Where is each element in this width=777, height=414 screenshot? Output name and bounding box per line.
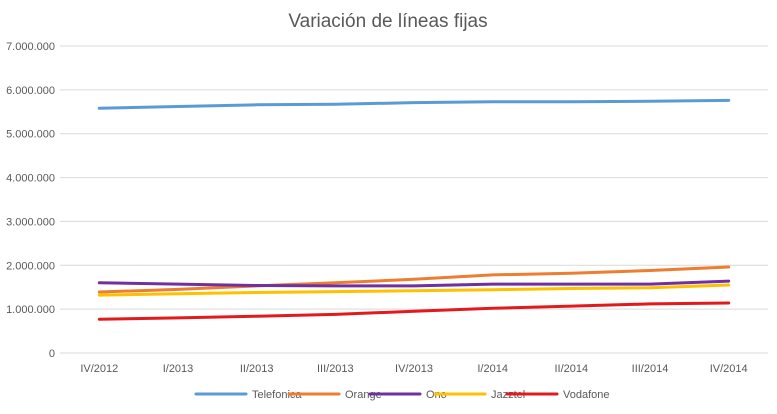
x-tick-label: II/2013 <box>240 363 274 375</box>
legend-item-orange: Orange <box>287 389 382 401</box>
series-line-ono <box>97 279 731 288</box>
chart-title: Variación de líneas fijas <box>288 11 487 32</box>
y-tick-label: 0 <box>49 348 55 360</box>
series-line-jazztel <box>97 283 731 297</box>
y-tick-label: 3.000.000 <box>6 216 55 228</box>
y-tick-label: 4.000.000 <box>6 173 55 185</box>
series-line-vodafone <box>97 301 731 321</box>
x-tick-label: III/2014 <box>632 363 669 375</box>
x-axis-tick-labels: IV/2012 I/2013 II/2013 III/2013 IV/2013 I/201… <box>80 363 747 375</box>
series-lines <box>97 98 731 321</box>
x-tick-label: IV/2013 <box>395 363 433 375</box>
y-tick-label: 5.000.000 <box>6 129 55 141</box>
legend-label: Vodafone <box>563 389 610 401</box>
x-tick-label: IV/2012 <box>80 363 118 375</box>
gridlines <box>60 45 768 354</box>
legend-item-vodafone: Vodafone <box>505 389 610 401</box>
x-tick-label: II/2014 <box>555 363 589 375</box>
y-tick-label: 6.000.000 <box>6 85 55 97</box>
x-tick-label: III/2013 <box>317 363 354 375</box>
legend: TelefonicaOrangeOnoJazztelVodafone <box>194 389 610 401</box>
y-tick-label: 2.000.000 <box>6 260 55 272</box>
y-tick-label: 1.000.000 <box>6 304 55 316</box>
y-tick-label: 7.000.000 <box>6 41 55 53</box>
x-tick-label: I/2014 <box>477 363 508 375</box>
series-line-orange <box>97 265 731 294</box>
legend-item-telefonica: Telefonica <box>194 389 302 401</box>
x-tick-label: IV/2014 <box>710 363 748 375</box>
legend-label: Telefonica <box>252 389 302 401</box>
y-axis-tick-labels: 0 1.000.000 2.000.000 3.000.000 4.000.000 5.0… <box>6 41 55 360</box>
series-line-telefonica <box>97 98 731 110</box>
x-tick-label: I/2013 <box>163 363 194 375</box>
legend-label: Orange <box>345 389 382 401</box>
